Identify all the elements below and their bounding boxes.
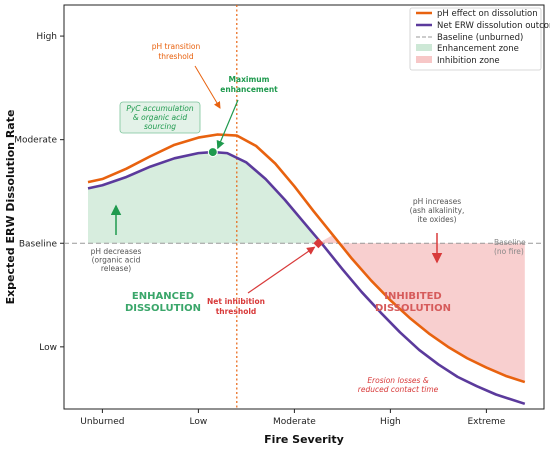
net-dissolution-line xyxy=(87,150,526,406)
legend-label-inhibition-zone: Inhibition zone xyxy=(437,56,500,66)
net-inhibition-arrow xyxy=(247,246,316,294)
pyc-label-line-1: PyC accumulation xyxy=(126,104,194,113)
max-enhancement-label-line-2: enhancement xyxy=(220,85,278,94)
x-tick-label: High xyxy=(380,417,401,427)
plot-frame xyxy=(63,4,545,410)
ph-increases-label-line-1: pH increases xyxy=(413,197,461,206)
axes-layer xyxy=(63,4,545,410)
markers-layer xyxy=(207,147,324,249)
ph-threshold-label-line-1: pH transition xyxy=(152,42,201,51)
erosion-label-line-2: reduced contact time xyxy=(358,385,439,394)
x-tick-label: Moderate xyxy=(273,417,316,427)
legend-label-enhancement-zone: Enhancement zone xyxy=(437,44,519,54)
series-layer xyxy=(87,133,526,406)
inhibited-dissolution-label-line-2: DISSOLUTION xyxy=(375,303,451,314)
annotations-layer: pH transitionthresholdMaximumenhancement… xyxy=(91,42,527,394)
erosion-label-line-1: Erosion losses & xyxy=(367,376,429,385)
ph-decreases-label-line-1: pH decreases xyxy=(91,247,142,256)
max-enhancement-marker xyxy=(207,147,218,158)
legend-label-net-outcome: Net ERW dissolution outcome xyxy=(437,21,550,31)
x-tick-label: Low xyxy=(190,417,208,427)
enhanced-dissolution-label-line-1: ENHANCED xyxy=(132,291,194,302)
y-tick-label: High xyxy=(36,32,57,42)
baseline-label-line-2: (no fire) xyxy=(494,247,524,256)
baseline-label-line-1: Baseline xyxy=(494,238,526,247)
y-tick-label: Low xyxy=(39,343,57,353)
ph-threshold-label-line-2: threshold xyxy=(158,52,194,61)
pyc-box xyxy=(119,101,201,134)
legend-label-ph-effect: pH effect on dissolution xyxy=(437,9,538,19)
pyc-label-line-2: & organic acid xyxy=(133,113,187,122)
net-inhibition-label-line-1: Net inhibition xyxy=(207,297,265,306)
x-tick-label: Extreme xyxy=(467,417,505,427)
net-inhibition-marker xyxy=(313,238,324,249)
ph-decreases-label-line-3: release) xyxy=(101,264,131,273)
inhibition-zone xyxy=(318,234,525,383)
ph-effect-line xyxy=(87,133,526,384)
legend: pH effect on dissolution Net ERW dissolut… xyxy=(409,7,550,71)
legend-label-baseline: Baseline (unburned) xyxy=(437,33,523,43)
ph-increases-label-line-2: (ash alkalinity, xyxy=(410,206,465,215)
pyc-label-line-3: sourcing xyxy=(144,122,176,131)
legend-swatch-enhancement-zone xyxy=(416,44,432,51)
enhanced-dissolution-label-line-2: DISSOLUTION xyxy=(125,303,201,314)
ticks-layer: Unburned Low Moderate High Extreme Low Baselin… xyxy=(4,32,506,446)
x-axis-title: Fire Severity xyxy=(264,433,344,446)
zones-layer xyxy=(88,152,525,383)
y-tick-label: Baseline xyxy=(19,239,58,249)
ph-decreases-label-line-2: (organic acid xyxy=(92,256,141,265)
max-enhancement-arrow xyxy=(216,99,239,150)
ph-threshold-arrow xyxy=(194,65,221,109)
legend-box xyxy=(409,7,542,71)
y-tick-label: Moderate xyxy=(14,136,57,146)
net-inhibition-label-line-2: threshold xyxy=(216,307,257,316)
max-enhancement-label-line-1: Maximum xyxy=(229,75,270,84)
inhibited-dissolution-label-line-1: INHIBITED xyxy=(384,291,441,302)
y-axis-title: Expected ERW Dissolution Rate xyxy=(4,110,17,305)
ph-increases-label-line-3: ite oxides) xyxy=(417,215,456,224)
x-tick-label: Unburned xyxy=(80,417,124,427)
legend-swatch-inhibition-zone xyxy=(416,56,432,63)
